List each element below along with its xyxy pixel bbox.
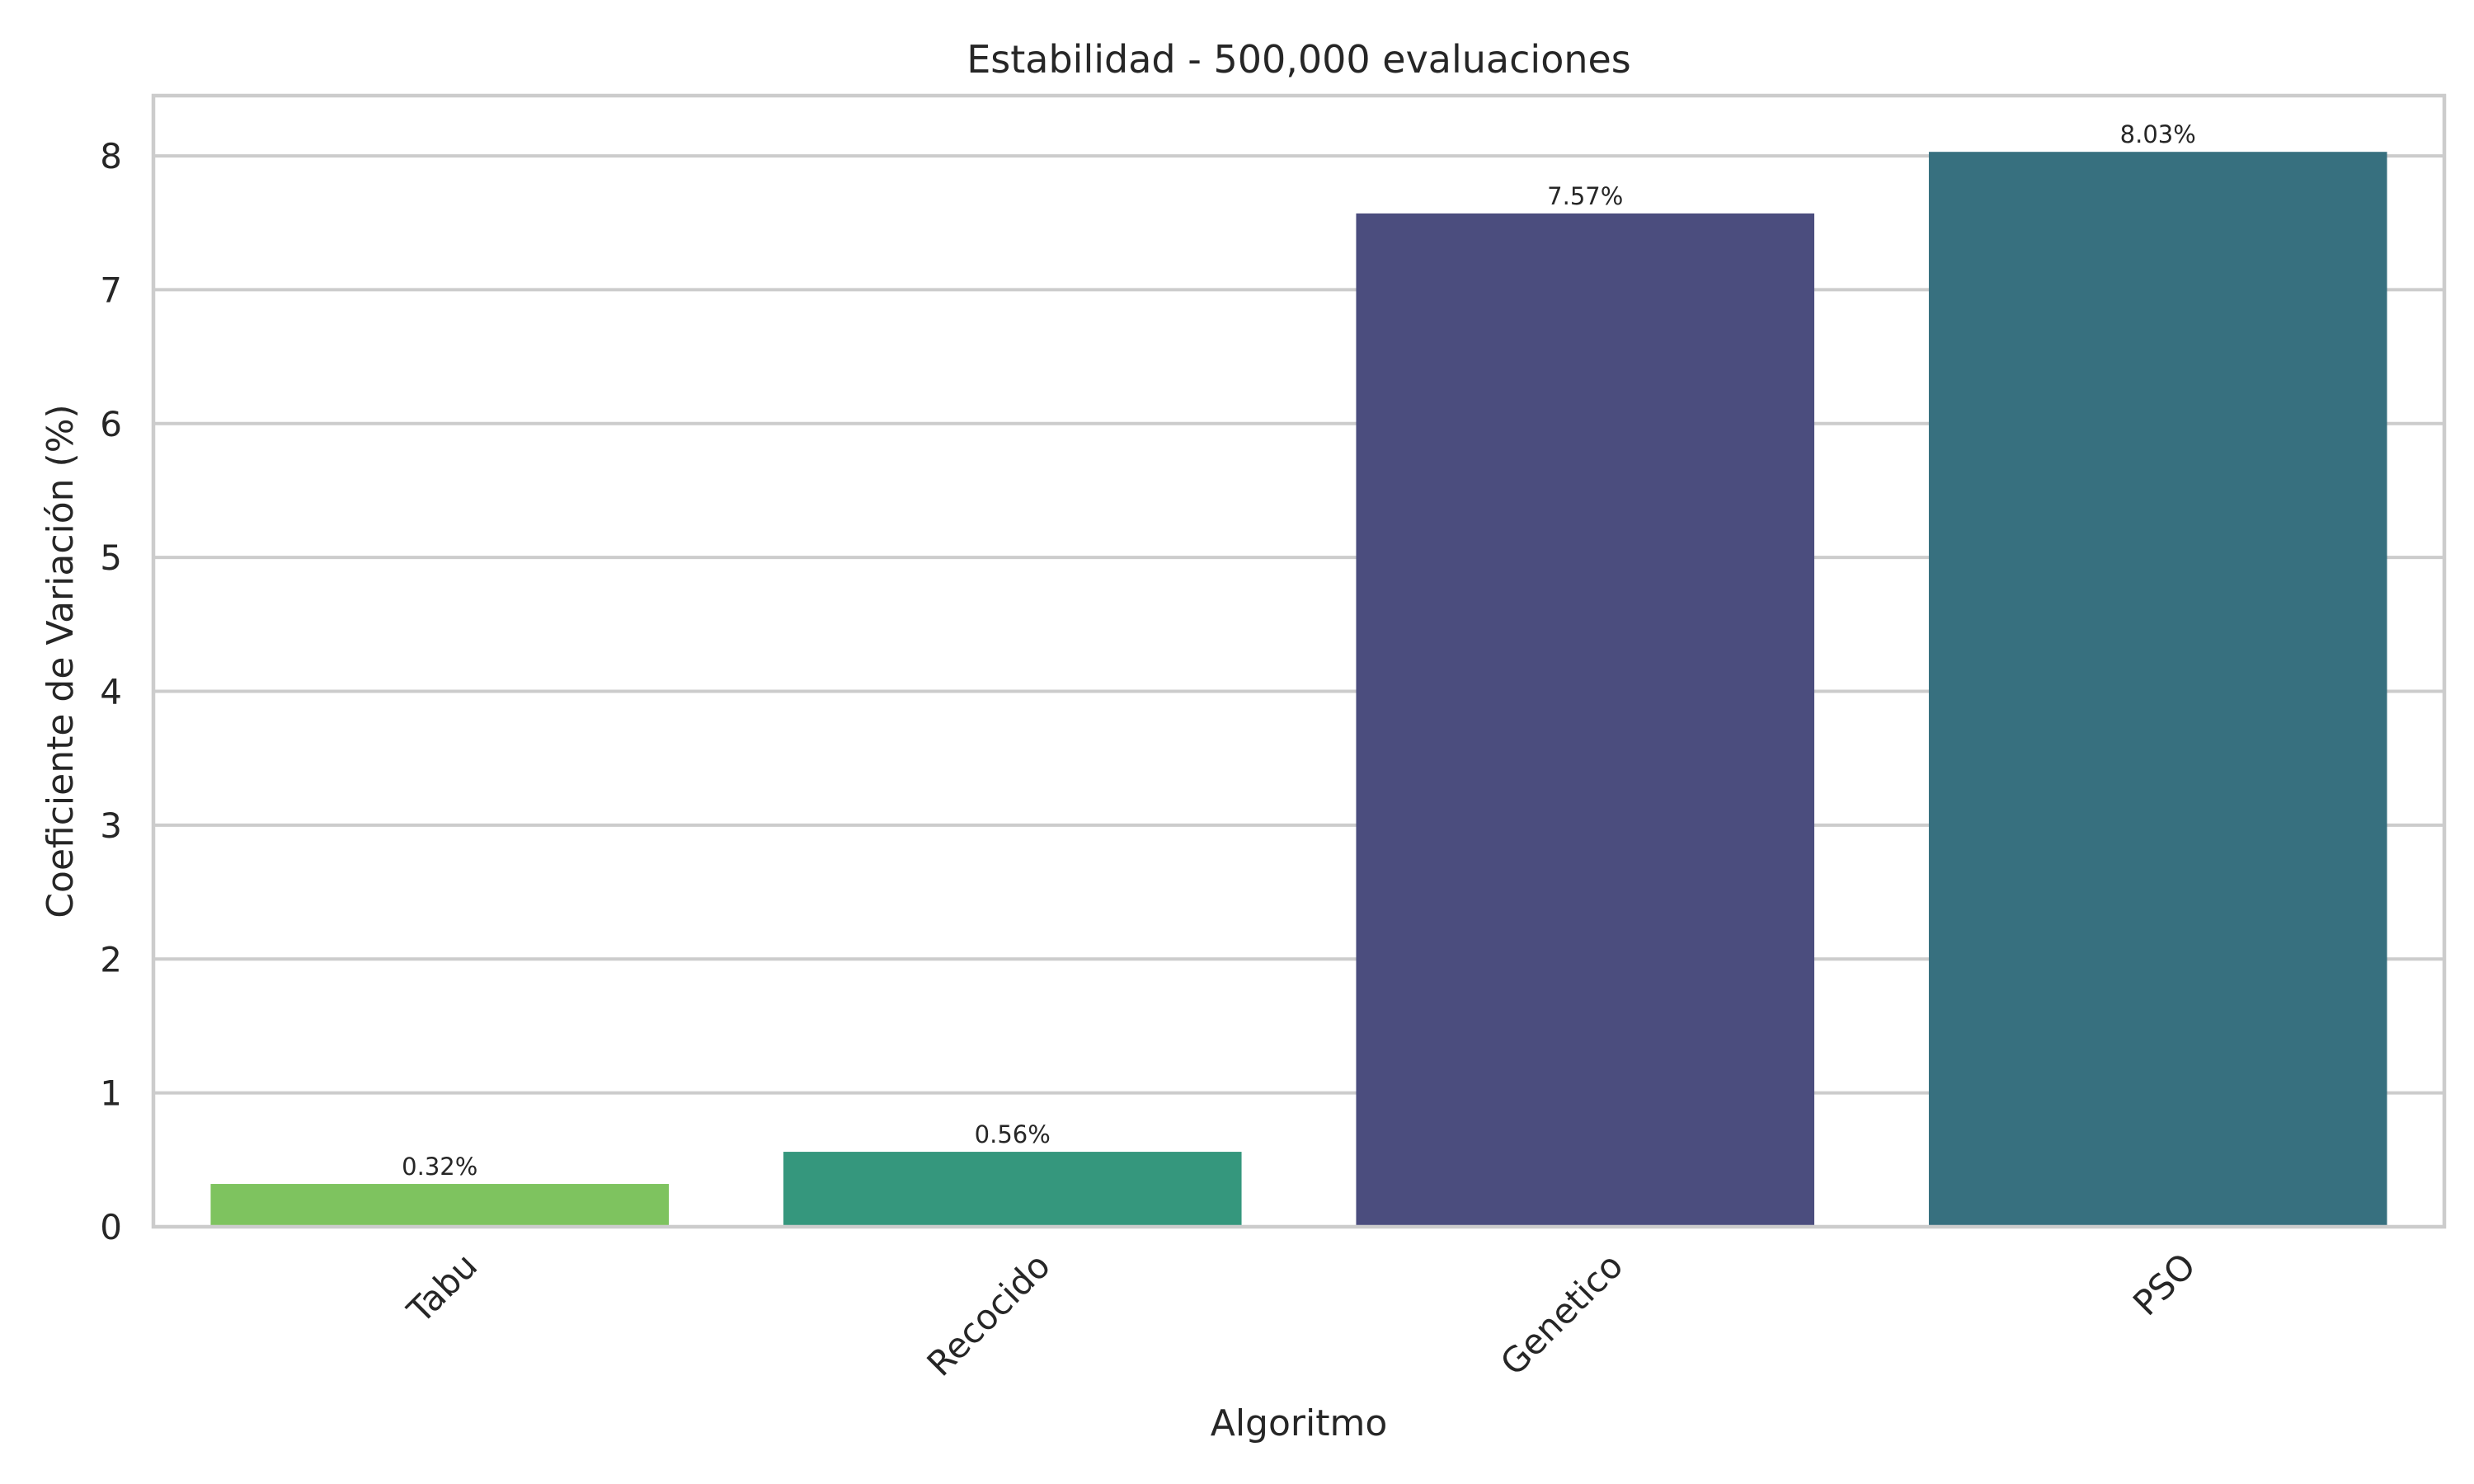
data-label-pso: 8.03%: [2120, 120, 2196, 148]
x-tick-label-tabu: Tabu: [399, 1245, 485, 1331]
data-labels: 0.32% 0.56% 7.57% 8.03%: [402, 120, 2196, 1181]
bar-pso: [1928, 152, 2387, 1227]
x-axis-label: Algoritmo: [1211, 1402, 1388, 1444]
x-tick-label-pso: PSO: [2125, 1245, 2204, 1323]
y-tick-label: 0: [100, 1207, 122, 1247]
y-tick-label: 3: [100, 805, 122, 846]
y-tick-labels: 0 1 2 3 4 5 6 7 8: [100, 136, 122, 1247]
plot-frame: [151, 93, 2447, 1229]
bar-genetico: [1356, 213, 1815, 1228]
x-tick-labels: Tabu Recocido Genetico PSO: [399, 1245, 2204, 1383]
y-axis-label: Coeficiente de Variación (%): [40, 404, 82, 918]
y-tick-label: 8: [100, 136, 122, 176]
y-tick-label: 1: [100, 1073, 122, 1114]
y-tick-label: 4: [100, 672, 122, 712]
chart-title: Estabilidad - 500,000 evaluaciones: [967, 37, 1631, 82]
data-label-recocido: 0.56%: [975, 1120, 1051, 1148]
bars: [210, 152, 2387, 1228]
x-tick-label-recocido: Recocido: [919, 1245, 1057, 1383]
data-label-tabu: 0.32%: [402, 1153, 477, 1181]
y-tick-label: 5: [100, 538, 122, 578]
data-label-genetico: 7.57%: [1547, 182, 1623, 210]
x-tick-label-genetico: Genetico: [1493, 1245, 1630, 1383]
y-tick-label: 6: [100, 404, 122, 444]
y-tick-label: 2: [100, 939, 122, 979]
bar-tabu: [210, 1184, 670, 1227]
bar-recocido: [783, 1152, 1242, 1227]
grid: [153, 154, 2444, 1228]
y-tick-label: 7: [100, 270, 122, 310]
